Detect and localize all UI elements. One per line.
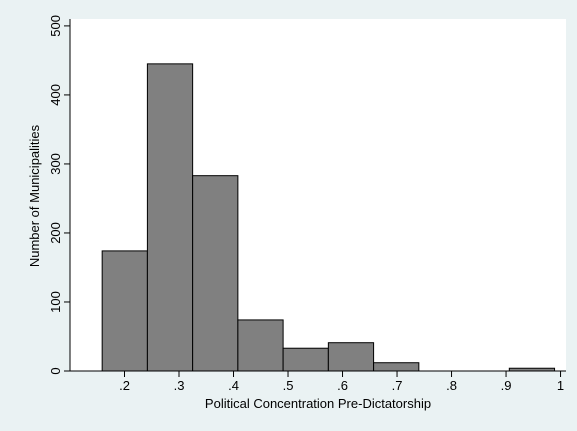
x-tick-label: .2 (119, 378, 130, 393)
x-tick-label: .4 (228, 378, 239, 393)
histogram-bar (101, 250, 148, 372)
y-tick-label: 400 (48, 84, 63, 106)
histogram-bar (237, 319, 284, 372)
histogram-bar (192, 175, 239, 372)
axes-group: 0 100 200 300 400 500 .2 .3 .4 .5 .6 .7 .8 .9 1 (48, 15, 566, 393)
histogram-bar (282, 347, 329, 372)
x-tick-label: .6 (337, 378, 348, 393)
x-tick-label: .7 (392, 378, 403, 393)
histogram-bar (327, 342, 375, 372)
x-tick-label: .8 (446, 378, 457, 393)
x-tick-label: .5 (283, 378, 294, 393)
y-tick-label: 500 (48, 15, 63, 37)
y-tick-label: 100 (48, 291, 63, 313)
y-tick-label: 300 (48, 153, 63, 175)
y-axis-label: Number of Municipalities (27, 124, 42, 267)
x-tick-label: .9 (501, 378, 512, 393)
bars-group (101, 63, 556, 372)
x-axis-label: Political Concentration Pre-Dictatorship (205, 396, 431, 411)
histogram-bar (146, 63, 194, 372)
x-tick-label: 1 (557, 378, 564, 393)
y-tick-label: 0 (48, 367, 63, 374)
x-tick-label: .3 (174, 378, 185, 393)
y-tick-label: 200 (48, 222, 63, 244)
histogram-bar (373, 362, 420, 372)
